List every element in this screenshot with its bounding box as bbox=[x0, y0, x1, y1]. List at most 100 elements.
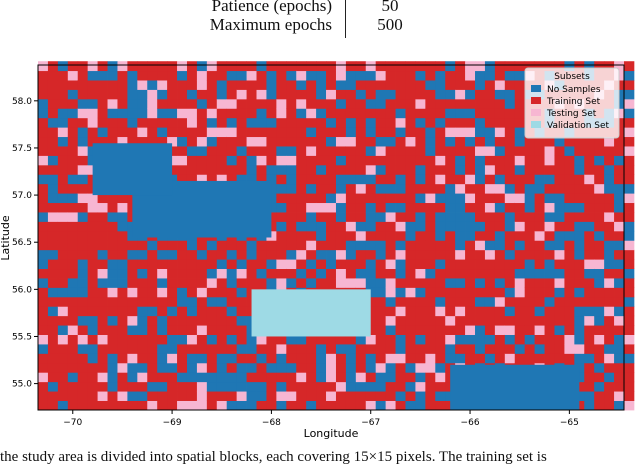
map-cell bbox=[256, 174, 267, 185]
map-cell bbox=[445, 80, 456, 90]
map-cell bbox=[624, 325, 635, 335]
map-cell bbox=[38, 353, 49, 364]
map-cell bbox=[435, 212, 446, 222]
map-cell bbox=[435, 306, 446, 317]
map-cell bbox=[167, 259, 178, 270]
map-cell bbox=[117, 80, 128, 90]
map-cell bbox=[405, 221, 416, 232]
map-cell bbox=[544, 296, 555, 307]
map-cell bbox=[137, 136, 148, 147]
map-cell bbox=[494, 306, 506, 317]
map-cell bbox=[107, 240, 118, 251]
map-cell bbox=[375, 230, 387, 241]
map-cell bbox=[445, 344, 456, 354]
map-cell bbox=[38, 108, 49, 119]
map-cell bbox=[584, 325, 595, 335]
map-cell bbox=[306, 155, 317, 166]
map-cell bbox=[504, 212, 516, 222]
map-cell bbox=[296, 89, 307, 100]
map-cell bbox=[87, 80, 98, 90]
map-cell bbox=[67, 117, 79, 128]
map-cell bbox=[624, 117, 635, 128]
map-cell bbox=[484, 80, 496, 90]
map-cell bbox=[465, 306, 476, 317]
map-cell bbox=[127, 249, 138, 260]
map-cell bbox=[504, 325, 516, 335]
map-cell bbox=[554, 212, 565, 222]
map-cell bbox=[236, 296, 247, 307]
map-cell bbox=[405, 240, 416, 251]
map-cell bbox=[167, 315, 178, 326]
map-cell bbox=[375, 296, 387, 307]
map-cell bbox=[316, 240, 327, 251]
map-cell bbox=[435, 344, 446, 354]
map-cell bbox=[355, 127, 367, 138]
map-cell bbox=[534, 193, 545, 204]
map-cell bbox=[355, 391, 367, 401]
map-cell bbox=[167, 98, 178, 109]
map-cell bbox=[67, 212, 79, 222]
map-cell bbox=[236, 306, 247, 317]
map-cell bbox=[296, 155, 307, 166]
map-cell bbox=[345, 183, 357, 194]
map-cell bbox=[77, 174, 89, 185]
map-cell bbox=[624, 230, 635, 241]
map-cell bbox=[624, 381, 635, 392]
map-cell bbox=[67, 202, 79, 213]
map-cell bbox=[97, 344, 108, 354]
map-cell bbox=[604, 362, 615, 373]
map-cell bbox=[435, 155, 446, 166]
map-cell bbox=[266, 174, 277, 185]
map-cell bbox=[167, 61, 178, 72]
map-cell bbox=[256, 400, 267, 411]
map-cell bbox=[77, 306, 89, 317]
map-cell bbox=[117, 249, 128, 260]
map-cell bbox=[236, 70, 247, 81]
map-cell bbox=[375, 334, 387, 345]
map-cell bbox=[147, 306, 158, 317]
map-cell bbox=[127, 70, 138, 81]
legend-box bbox=[524, 67, 620, 139]
map-cell bbox=[614, 306, 625, 317]
map-cell bbox=[256, 108, 267, 119]
map-cell bbox=[355, 230, 367, 241]
map-cell bbox=[167, 136, 178, 147]
map-cell bbox=[385, 391, 396, 401]
map-cell bbox=[38, 334, 49, 345]
map-cell bbox=[226, 278, 238, 288]
map-cell bbox=[514, 344, 526, 354]
map-cell bbox=[147, 353, 158, 364]
map-cell bbox=[385, 80, 396, 90]
map-cell bbox=[475, 164, 486, 175]
y-axis-label: Latitude bbox=[0, 215, 12, 261]
map-cell bbox=[465, 89, 476, 100]
y-tick-label: 57.0 bbox=[12, 191, 32, 201]
map-cell bbox=[226, 155, 238, 166]
map-cell bbox=[425, 259, 436, 270]
map-cell bbox=[345, 400, 357, 411]
map-cell bbox=[127, 362, 138, 373]
map-cell bbox=[177, 164, 188, 175]
map-cell bbox=[57, 164, 69, 175]
map-cell bbox=[196, 249, 208, 260]
map-cell bbox=[246, 108, 257, 119]
map-cell bbox=[614, 249, 625, 260]
map-cell bbox=[415, 80, 426, 90]
map-cell bbox=[624, 240, 635, 251]
map-cell bbox=[395, 146, 406, 156]
map-cell bbox=[475, 344, 486, 354]
map-cell bbox=[137, 127, 148, 138]
map-cell bbox=[544, 334, 555, 345]
map-cell bbox=[584, 146, 595, 156]
map-cell bbox=[534, 183, 545, 194]
map-cell bbox=[326, 249, 337, 260]
legend-swatch-no-samples bbox=[531, 85, 541, 92]
map-cell bbox=[256, 117, 267, 128]
map-cell bbox=[425, 240, 436, 251]
map-cell bbox=[316, 127, 327, 138]
map-cell bbox=[475, 325, 486, 335]
map-cell bbox=[226, 127, 238, 138]
map-cell bbox=[306, 230, 317, 241]
map-cell bbox=[206, 117, 218, 128]
map-cell bbox=[306, 400, 317, 411]
